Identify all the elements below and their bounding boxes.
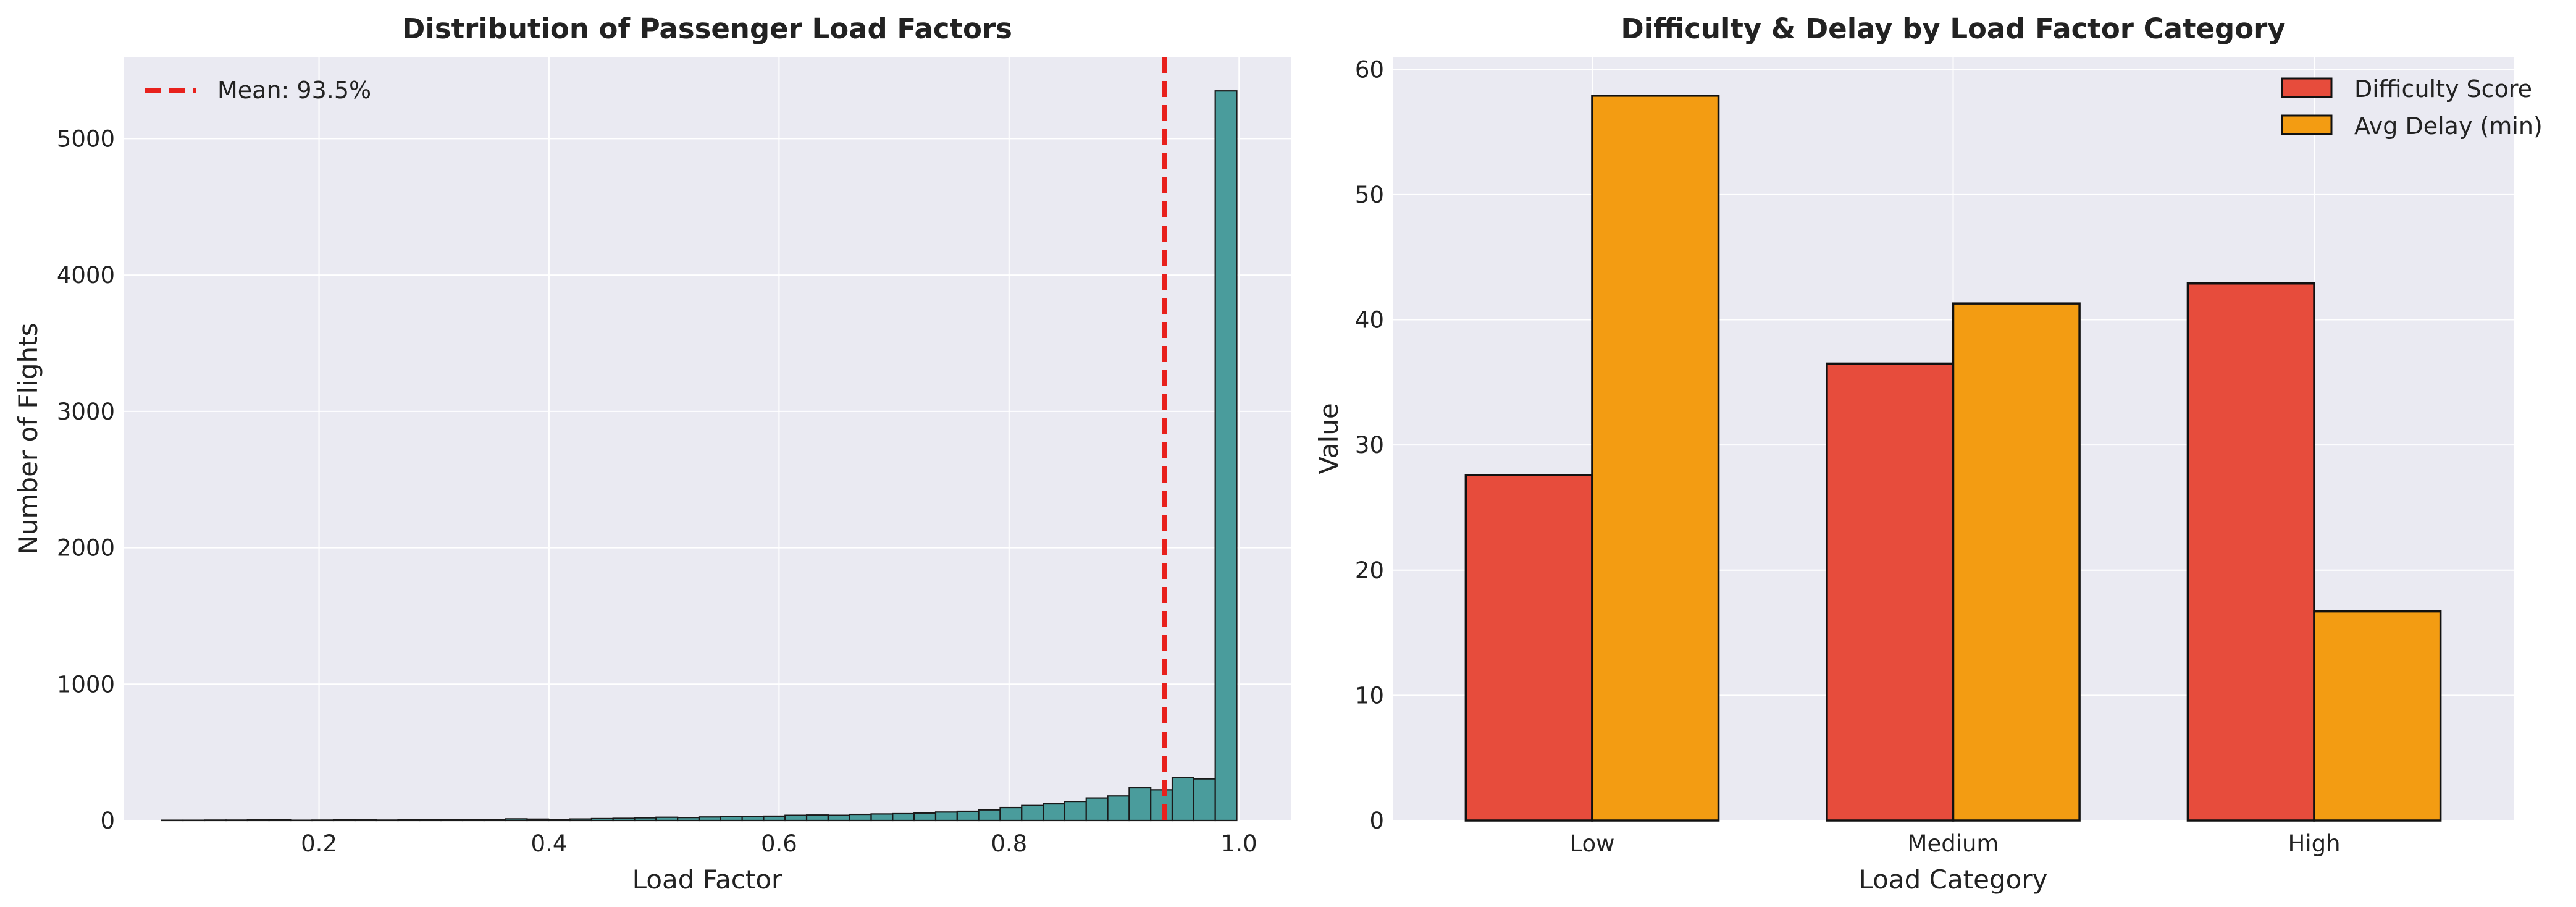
histogram-bar [1171, 777, 1194, 822]
grouped-bar-x-axis-label: Load Category [1859, 864, 2048, 895]
histogram-bar [332, 819, 356, 822]
histogram-bar [569, 818, 592, 822]
histogram-x-tick-label: 0.6 [761, 830, 797, 857]
histogram-bar [741, 816, 765, 822]
histogram-x-axis-label: Load Factor [632, 864, 782, 895]
histogram-x-tick-label: 0.4 [531, 830, 568, 857]
histogram-bar [1021, 804, 1044, 822]
delay-bar [2313, 610, 2442, 822]
histogram-bar [590, 817, 614, 822]
grouped-bar-x-ticks: Low Medium High [1570, 830, 2341, 857]
histogram-bar [720, 816, 743, 822]
histogram-bar [375, 819, 399, 822]
histogram-bar [526, 818, 550, 822]
histogram-y-tick-label: 3000 [57, 399, 115, 425]
histogram-bar [870, 813, 894, 822]
histogram-bar [634, 817, 657, 822]
histogram-bar [805, 814, 829, 822]
histogram-bar [913, 812, 937, 822]
histogram-bar [268, 819, 292, 822]
grouped-bar-y-axis-label: Value [1314, 403, 1344, 474]
histogram-bar [461, 819, 485, 822]
histogram-bar [1150, 789, 1173, 822]
histogram-bar [419, 819, 442, 822]
histogram-y-ticks: 0 1000 2000 3000 4000 5000 [57, 125, 115, 834]
legend-mean-label: Mean: 93.5% [217, 77, 371, 104]
histogram-bar [203, 819, 227, 822]
delay-bar [1952, 302, 2081, 822]
histogram-bar [225, 819, 248, 822]
histogram-bar [763, 815, 786, 822]
histogram-bar [354, 819, 377, 822]
histogram-panel: 0.2 0.4 0.6 0.8 1.0 0 1000 2000 3000 4000 5000 Di… [13, 12, 1291, 895]
grouped-bar-y-tick-label: 30 [1355, 432, 1384, 458]
histogram-y-tick-label: 4000 [57, 262, 115, 289]
grouped-bar-x-tick-label: High [2288, 830, 2341, 857]
histogram-x-tick-label: 0.8 [991, 830, 1027, 857]
histogram-x-tick-label: 0.2 [301, 830, 337, 857]
histogram-bar [1107, 795, 1130, 822]
histogram-x-tick-label: 1.0 [1221, 830, 1257, 857]
histogram-bar [483, 819, 506, 822]
difficulty-bar [1826, 362, 1955, 822]
grouped-bar-x-tick-label: Low [1570, 830, 1615, 857]
histogram-bar [1193, 778, 1216, 822]
histogram-bar [1042, 803, 1066, 822]
histogram-bar [246, 819, 270, 822]
histogram-bars [161, 90, 1238, 822]
grouped-bar-y-tick-label: 60 [1355, 56, 1384, 83]
histogram-bar [655, 816, 679, 822]
difficulty-bar [2186, 282, 2315, 822]
histogram-bar [978, 809, 1001, 822]
histogram-bar [1064, 800, 1087, 822]
histogram-bar [505, 818, 528, 822]
histogram-bar [1128, 787, 1152, 822]
grouped-bar-x-tick-label: Medium [1908, 830, 1999, 857]
grouped-bar-y-ticks: 0 10 20 30 40 50 60 [1355, 56, 1384, 834]
histogram-bar [999, 806, 1023, 822]
grouped-bar-y-tick-label: 50 [1355, 182, 1384, 208]
legend-difficulty-swatch [2281, 77, 2333, 98]
grouped-bar-y-tick-label: 20 [1355, 557, 1384, 584]
histogram-bar [934, 811, 958, 822]
histogram-bar [1214, 90, 1238, 822]
histogram-bar [612, 817, 636, 822]
legend-difficulty-label: Difficulty Score [2354, 75, 2532, 103]
histogram-bar [827, 814, 850, 822]
histogram-x-ticks: 0.2 0.4 0.6 0.8 1.0 [301, 830, 1257, 857]
histogram-bar [956, 810, 980, 822]
histogram-bar [440, 819, 464, 822]
histogram-legend: Mean: 93.5% [145, 77, 371, 104]
legend-delay-swatch [2281, 114, 2333, 135]
difficulty-bar [1464, 474, 1593, 822]
histogram-bar [311, 819, 335, 822]
histogram-bar [698, 816, 721, 822]
delay-bar [1591, 95, 1720, 822]
histogram-y-tick-label: 1000 [57, 671, 115, 698]
histogram-plot-area [124, 57, 1291, 821]
histogram-bar [548, 819, 571, 822]
histogram-gridlines [124, 57, 1291, 821]
histogram-y-tick-label: 2000 [57, 535, 115, 562]
histogram-bar [784, 814, 808, 822]
histogram-y-tick-label: 5000 [57, 125, 115, 152]
histogram-bar [677, 817, 700, 822]
grouped-bar-panel: Low Medium High 0 10 20 30 40 50 60 Difficulty &… [1314, 12, 2543, 895]
histogram-title: Distribution of Passenger Load Factors [402, 12, 1012, 45]
histogram-bar [397, 819, 421, 822]
grouped-bar-legend: Difficulty Score Avg Delay (min) [2281, 75, 2543, 140]
histogram-bar [892, 812, 915, 822]
grouped-bar-y-tick-label: 40 [1355, 307, 1384, 334]
grouped-bar-y-tick-label: 0 [1369, 808, 1384, 834]
legend-delay-label: Avg Delay (min) [2354, 112, 2543, 140]
histogram-y-tick-label: 0 [100, 808, 115, 834]
histogram-bar [1085, 797, 1109, 822]
grouped-bars [1464, 95, 2442, 822]
grouped-bar-y-tick-label: 10 [1355, 682, 1384, 709]
grouped-bar-title: Difficulty & Delay by Load Factor Catego… [1621, 12, 2285, 45]
histogram-bar [849, 813, 872, 822]
histogram-y-axis-label: Number of Flights [13, 323, 43, 554]
